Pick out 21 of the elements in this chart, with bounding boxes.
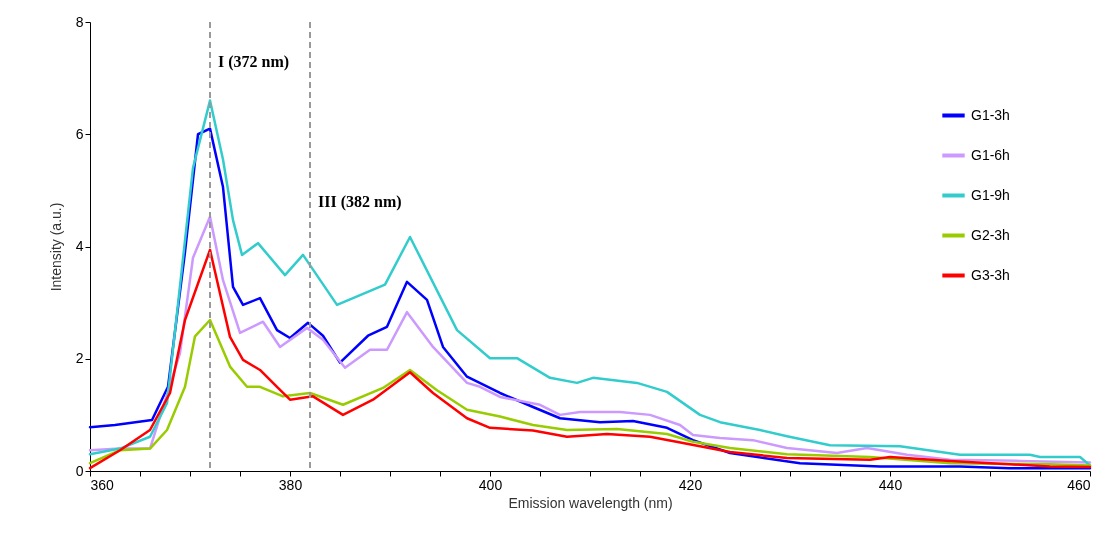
y-tick-label: 0 <box>75 462 84 479</box>
legend-label: G1-9h <box>971 186 1010 203</box>
y-tick-label: 4 <box>75 238 84 254</box>
x-tick-label: 400 <box>478 476 503 493</box>
x-tick-label: 420 <box>678 476 703 493</box>
x-axis-title: Emission wavelength (nm) <box>508 494 673 511</box>
x-tick-label: 380 <box>278 476 303 493</box>
ref-line-label: I (372 nm) <box>218 53 290 71</box>
line-series <box>88 318 1092 467</box>
x-tick-label: 460 <box>1067 476 1091 493</box>
x-tick-label: 360 <box>90 476 115 493</box>
legend-label: G2-3h <box>971 226 1010 243</box>
legend-label: G1-3h <box>971 106 1010 123</box>
y-axis-title: Intensity (a.u.) <box>47 202 64 292</box>
y-tick-label: 2 <box>75 350 84 367</box>
legend-label: G1-6h <box>971 146 1010 163</box>
y-tick-label: 6 <box>75 125 84 142</box>
legend-label: G3-3h <box>971 266 1010 283</box>
y-tick-label: 8 <box>75 13 84 30</box>
ref-line-label: III (382 nm) <box>318 193 402 211</box>
x-tick-label: 440 <box>878 476 903 493</box>
